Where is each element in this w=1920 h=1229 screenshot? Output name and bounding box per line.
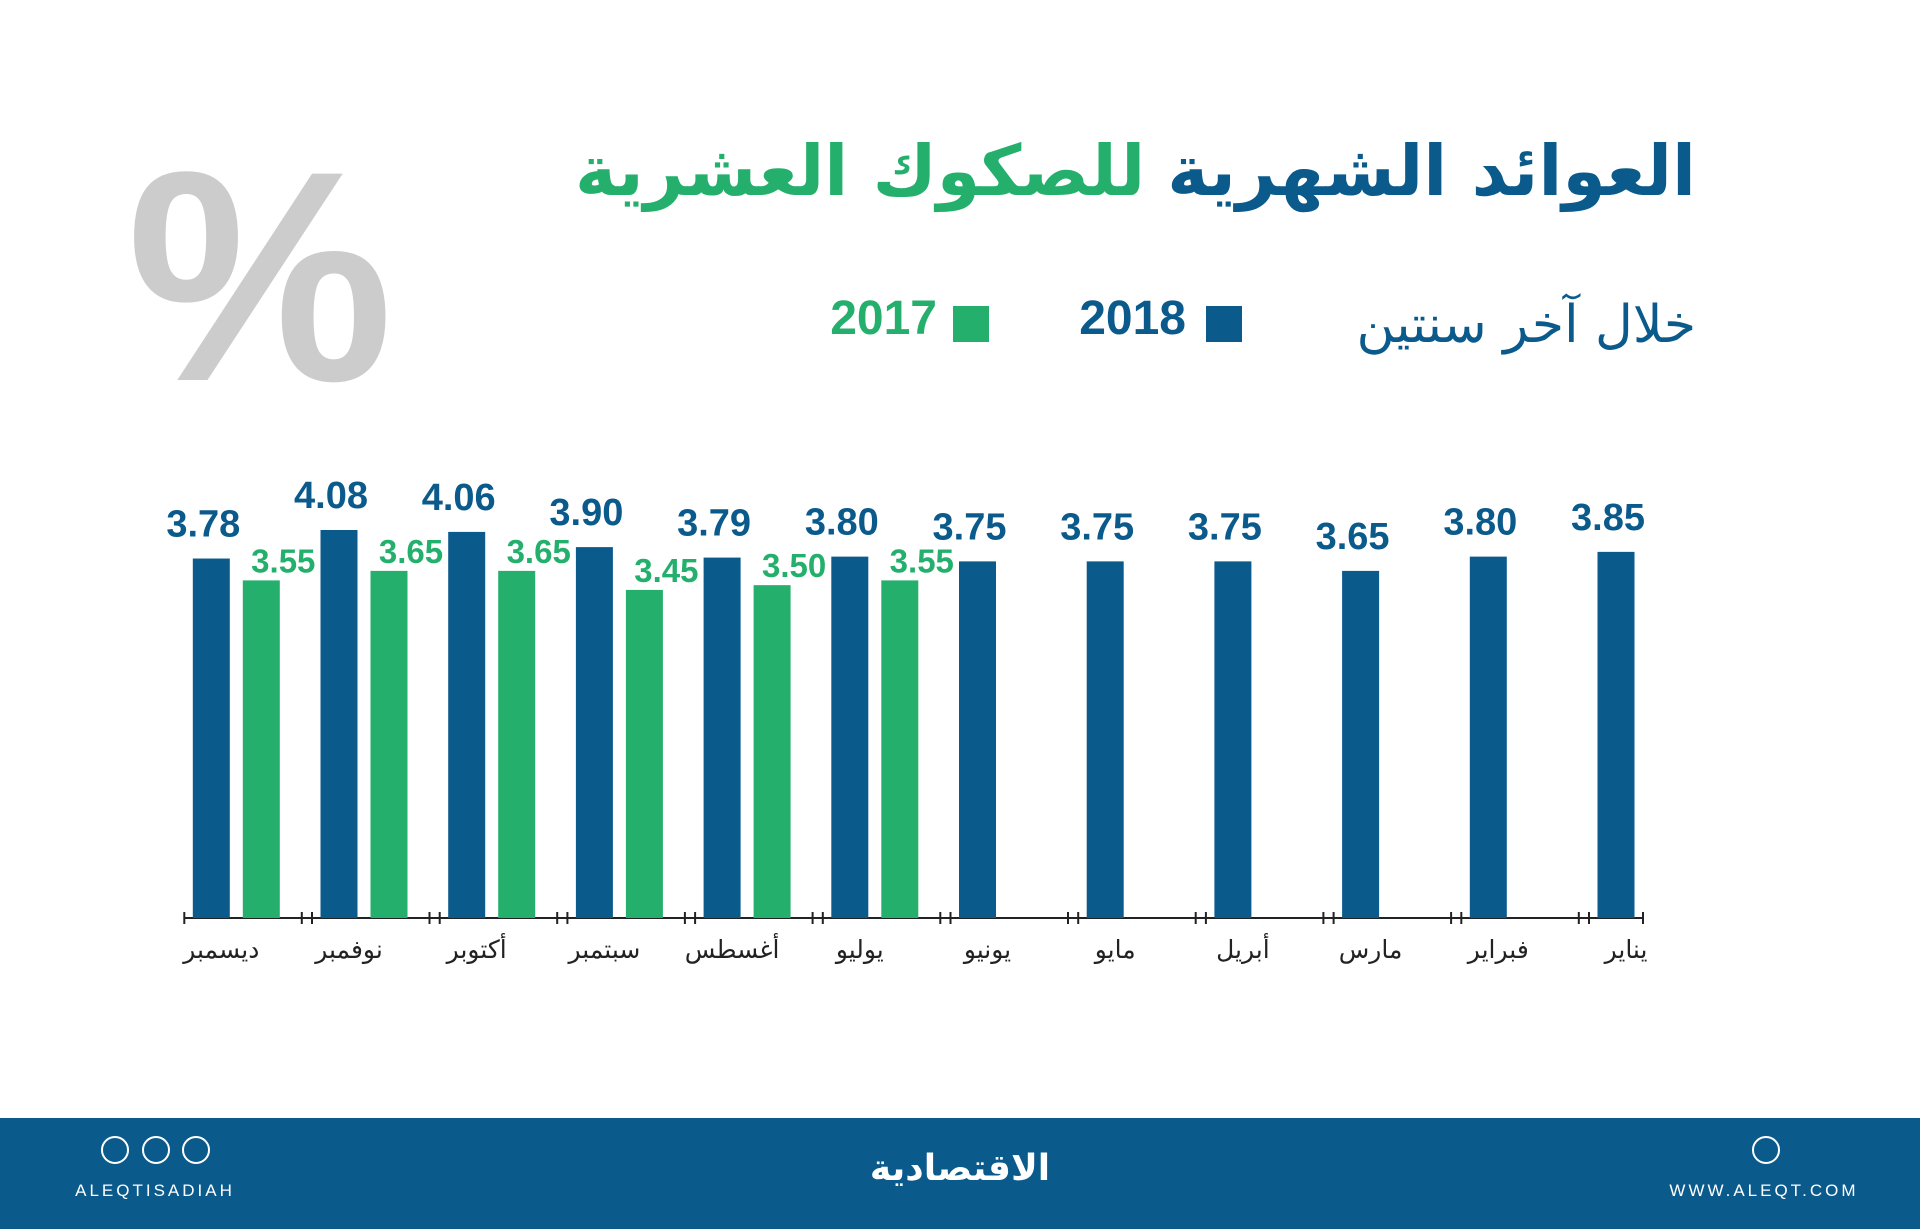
chart-title-highlight: للصكوك العشرية — [575, 130, 1145, 212]
value-label: 3.50 — [762, 547, 826, 584]
value-label: 3.75 — [1188, 506, 1262, 548]
bar — [242, 580, 280, 918]
value-label: 3.78 — [166, 504, 240, 546]
value-label: 3.65 — [1316, 516, 1390, 558]
x-tick-label: أغسطس — [685, 932, 780, 964]
percent-symbol: % — [127, 108, 394, 444]
bar — [370, 570, 408, 918]
value-label: 4.08 — [294, 475, 368, 517]
bar — [1086, 561, 1124, 918]
footer-website: WWW.ALEQT.COM — [1669, 1181, 1858, 1200]
value-label: 3.85 — [1571, 497, 1645, 539]
value-label: 3.80 — [805, 502, 879, 544]
bar — [625, 589, 663, 918]
x-tick-label: أكتوبر — [445, 932, 507, 964]
legend-swatch — [953, 306, 989, 342]
value-label: 3.55 — [251, 542, 315, 579]
chart-title: العوائد الشهرية — [1167, 130, 1696, 212]
x-tick-label: سبتمبر — [566, 935, 640, 964]
value-label: 3.90 — [549, 492, 623, 534]
bar — [1469, 556, 1507, 918]
bar — [703, 557, 741, 918]
value-label: 3.55 — [890, 542, 954, 579]
value-label: 3.79 — [677, 503, 751, 545]
value-label: 3.75 — [1060, 506, 1134, 548]
bar — [881, 580, 919, 918]
bar — [753, 585, 791, 918]
x-tick-label: نوفمبر — [313, 935, 383, 964]
footer-brand: الاقتصادية — [870, 1148, 1050, 1189]
chart-subtitle: خلال آخر سنتين — [1356, 292, 1696, 355]
x-tick-label: أبريل — [1216, 932, 1270, 964]
footer-band — [0, 1118, 1920, 1229]
plot: يناير 3.85 فبراير 3.80 مارس 3.65 أبريل 3.75 مايو… — [166, 475, 1647, 964]
legend-label: 2017 — [830, 292, 937, 345]
value-label: 3.65 — [379, 533, 443, 570]
value-label: 3.75 — [933, 506, 1007, 548]
bar — [448, 531, 486, 918]
bar — [498, 570, 536, 918]
bar — [1597, 551, 1635, 918]
bar — [575, 547, 613, 918]
bar — [959, 561, 996, 918]
value-label: 3.80 — [1443, 502, 1517, 544]
social-icons — [101, 1136, 1780, 1164]
bar — [831, 556, 869, 918]
value-label: 4.06 — [422, 477, 496, 519]
x-tick-label: مارس — [1339, 935, 1403, 964]
bar — [1342, 570, 1380, 918]
x-tick-label: يوليو — [834, 935, 884, 964]
bar — [1214, 561, 1252, 918]
value-label: 3.45 — [634, 552, 698, 589]
x-tick-label: يناير — [1603, 935, 1648, 964]
legend-swatch — [1206, 306, 1242, 342]
bar — [320, 530, 358, 918]
footer-handle: ALEQTISADIAH — [75, 1181, 235, 1200]
x-tick-label: مايو — [1093, 935, 1136, 964]
bar — [192, 558, 230, 918]
x-tick-label: فبراير — [1466, 935, 1529, 964]
x-tick-label: يونيو — [962, 935, 1011, 964]
x-tick-label: ديسمبر — [181, 935, 259, 964]
value-label: 3.65 — [507, 533, 571, 570]
legend-label: 2018 — [1079, 292, 1186, 345]
